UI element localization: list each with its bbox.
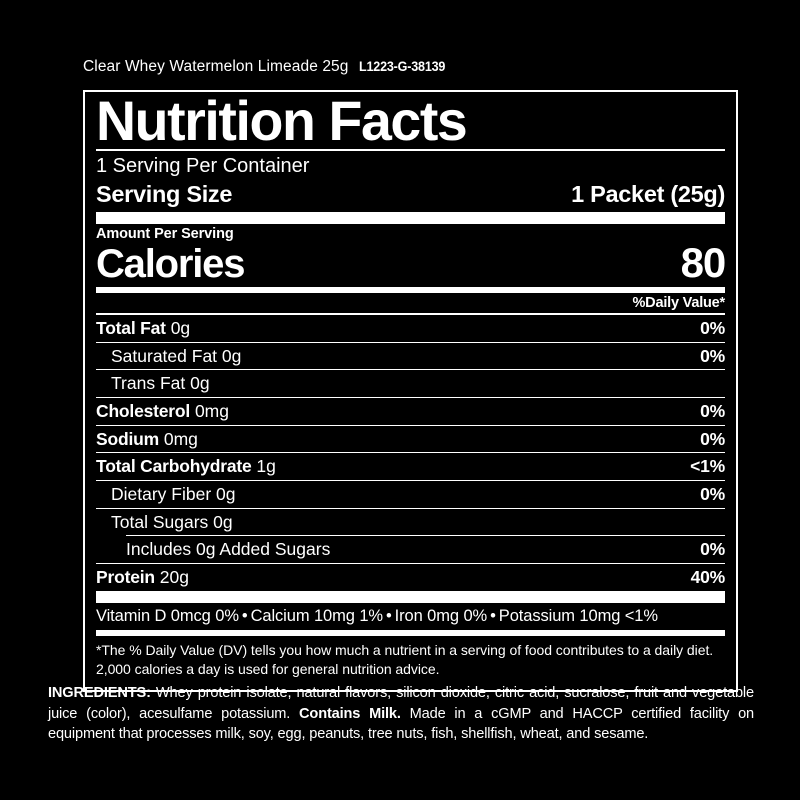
divider-under-calories (96, 287, 725, 294)
lot-code: L1223-G-38139 (359, 59, 446, 74)
nutrient-dv-total-fat: 0% (700, 318, 725, 339)
divider-above-protein (96, 562, 725, 564)
nutrient-row-sodium: Sodium 0mg 0% (96, 426, 725, 453)
nutrient-dv-dietary-fiber: 0% (700, 483, 725, 504)
divider-above-vitamins (96, 590, 725, 603)
divider-above-sodium (96, 424, 725, 426)
divider-above-saturated-fat (96, 341, 725, 343)
vitamin-calcium: Calcium 10mg 1% (250, 606, 383, 625)
servings-per-container: 1 Serving Per Container (96, 154, 310, 177)
nutrient-row-dietary-fiber: Dietary Fiber 0g 0% (96, 481, 725, 508)
calories-value: 80 (680, 239, 727, 287)
divider-above-added-sugars (126, 535, 725, 537)
nutrient-row-trans-fat: Trans Fat 0g (96, 370, 725, 397)
divider-above-total-carbohydrate (96, 452, 725, 454)
nutrient-label-total-carbohydrate: Total Carbohydrate 1g (96, 456, 276, 477)
serving-size-label: Serving Size (96, 181, 233, 208)
vitamins-row: Vitamin D 0mcg 0% • Calcium 10mg 1% • Iron 0… (96, 603, 725, 631)
vitamin-iron: Iron 0mg 0% (394, 606, 488, 625)
divider-above-total-sugars (96, 507, 725, 509)
ingredients-block: INGREDIENTS: Whey protein isolate, natur… (48, 683, 754, 745)
nutrient-label-total-sugars: Total Sugars 0g (111, 511, 233, 532)
ingredients-heading: INGREDIENTS: (48, 685, 151, 701)
calories-row: Calories 80 (96, 239, 727, 287)
nutrient-label-trans-fat: Trans Fat 0g (111, 373, 210, 394)
daily-value-footnote: *The % Daily Value (DV) tells you how mu… (96, 642, 714, 678)
product-header: Clear Whey Watermelon Limeade 25g L1223-… (83, 58, 452, 76)
nutrient-label-dietary-fiber: Dietary Fiber 0g (111, 483, 236, 504)
nutrition-facts-title: Nutrition Facts (96, 89, 468, 152)
nutrient-row-added-sugars: Includes 0g Added Sugars 0% (96, 536, 725, 563)
amount-per-serving-label: Amount Per Serving (96, 226, 234, 243)
vitamin-separator-dot: • (241, 606, 248, 625)
nutrient-dv-saturated-fat: 0% (700, 345, 725, 366)
vitamin-vitamin-d: Vitamin D 0mcg 0% (96, 606, 239, 625)
divider-above-trans-fat (96, 369, 725, 371)
nutrient-dv-total-carbohydrate: <1% (690, 456, 725, 477)
vitamin-separator-dot: • (490, 606, 496, 625)
divider-under-title (96, 148, 725, 151)
product-name: Clear Whey Watermelon Limeade 25g (83, 58, 349, 75)
nutrient-row-total-fat: Total Fat 0g 0% (96, 315, 725, 342)
ingredients-body-second: Made in a cGMP and HACCP certified facil… (48, 705, 754, 743)
vitamin-potassium: Potassium 10mg <1% (498, 606, 658, 625)
nutrient-label-cholesterol: Cholesterol 0mg (96, 401, 229, 422)
nutrient-dv-added-sugars: 0% (700, 539, 725, 560)
nutrient-label-saturated-fat: Saturated Fat 0g (111, 345, 242, 366)
serving-size-value: 1 Packet (25g) (571, 181, 725, 208)
allergen-statement: Contains Milk. (299, 705, 401, 722)
daily-value-header: %Daily Value* (632, 295, 725, 312)
nutrient-dv-cholesterol: 0% (700, 401, 725, 422)
vitamin-separator-dot: • (385, 606, 392, 625)
divider-above-footnote (96, 630, 725, 637)
calories-label: Calories (96, 242, 245, 287)
nutrient-label-sodium: Sodium 0mg (96, 428, 198, 449)
serving-size-row: Serving Size 1 Packet (25g) (96, 180, 725, 212)
nutrient-row-saturated-fat: Saturated Fat 0g 0% (96, 343, 725, 370)
divider-above-cholesterol (96, 397, 725, 399)
nutrient-row-total-sugars: Total Sugars 0g (96, 509, 725, 536)
nutrient-dv-sodium: 0% (700, 428, 725, 449)
nutrition-facts-panel: Nutrition Facts 1 Serving Per Container … (83, 89, 738, 693)
nutrient-rows: Total Fat 0g 0% Saturated Fat 0g 0% Trans Fa… (96, 315, 725, 590)
nutrient-label-protein: Protein 20g (96, 566, 189, 587)
divider-above-dietary-fiber (96, 479, 725, 481)
nutrient-label-added-sugars: Includes 0g Added Sugars (126, 539, 331, 560)
nutrient-row-total-carbohydrate: Total Carbohydrate 1g <1% (96, 453, 725, 480)
nutrient-row-protein: Protein 20g 40% (96, 564, 725, 591)
nutrient-label-total-fat: Total Fat 0g (96, 318, 191, 339)
nutrient-row-cholesterol: Cholesterol 0mg 0% (96, 398, 725, 425)
divider-thick-above-amount (96, 212, 725, 225)
divider-above-nutrients (96, 313, 725, 316)
ingredients-body-first: Whey protein isolate, natural flavors, s… (48, 685, 754, 722)
nutrient-dv-protein: 40% (690, 566, 726, 587)
